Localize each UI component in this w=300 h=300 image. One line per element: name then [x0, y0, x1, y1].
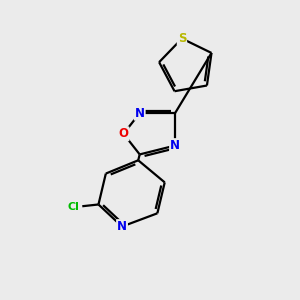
Text: N: N [170, 139, 180, 152]
Text: N: N [135, 107, 145, 120]
Text: S: S [178, 32, 186, 45]
Text: O: O [118, 127, 128, 140]
Text: Cl: Cl [68, 202, 80, 212]
Text: N: N [117, 220, 127, 233]
